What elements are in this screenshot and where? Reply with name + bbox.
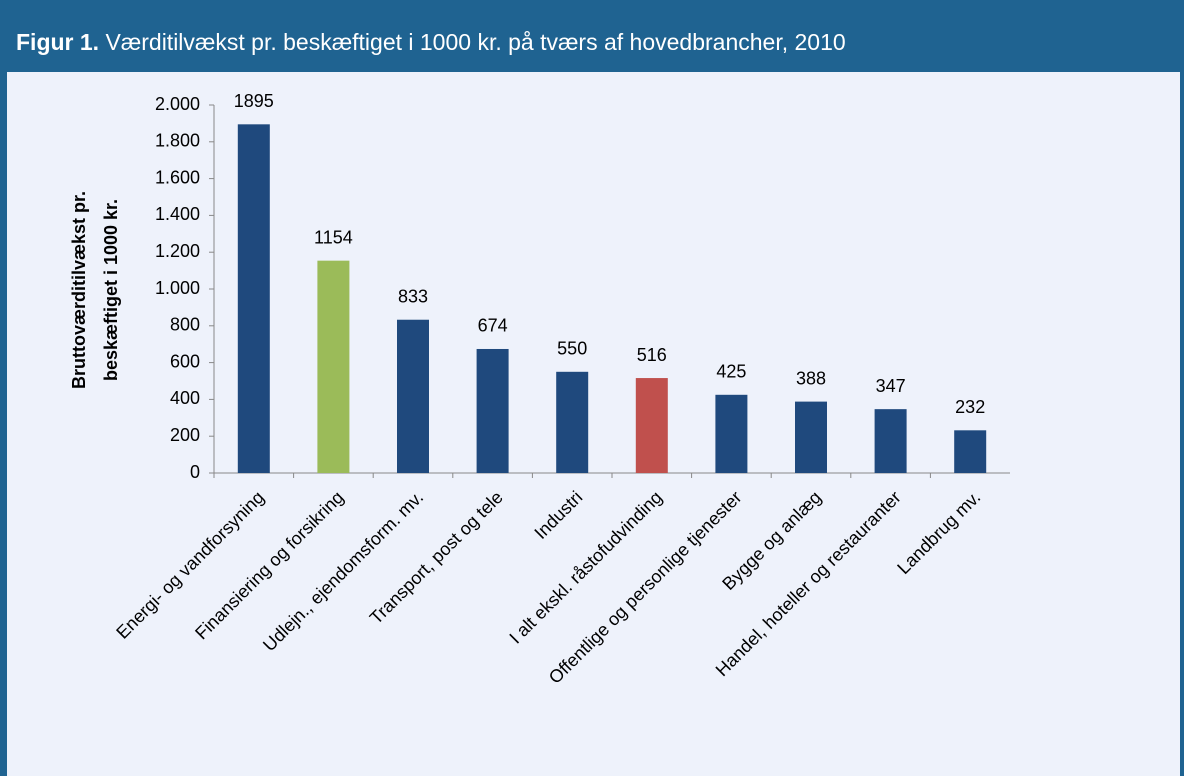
bar: [795, 401, 827, 473]
bar: [954, 430, 987, 473]
data-label: 674: [478, 316, 508, 336]
data-label: 347: [876, 376, 906, 396]
bar: [476, 348, 509, 473]
bar: [556, 371, 589, 473]
data-label: 232: [955, 397, 985, 417]
y-label-line: Bruttoværditilvækst pr.: [69, 191, 89, 389]
y-tick-label: 1.000: [155, 278, 200, 298]
bar: [237, 124, 270, 473]
bar: [397, 319, 429, 473]
bar: [874, 409, 907, 473]
chart-title: Figur 1. Værditilvækst pr. beskæftiget i…: [16, 29, 846, 55]
y-tick-label: 1.200: [155, 241, 200, 261]
y-tick-label: 800: [170, 315, 200, 335]
bar: [715, 394, 748, 473]
data-label: 550: [557, 339, 587, 359]
y-tick-label: 0: [190, 462, 200, 482]
data-label: 1895: [234, 91, 274, 111]
title-text: Værditilvækst pr. beskæftiget i 1000 kr.…: [105, 29, 845, 55]
y-tick-label: 1.600: [155, 167, 200, 187]
y-tick-label: 1.800: [155, 131, 200, 151]
y-tick-label: 1.400: [155, 204, 200, 224]
y-axis-label: Bruttoværditilvækst pr. beskæftiget i 10…: [69, 191, 121, 389]
data-label: 833: [398, 286, 428, 306]
panel: [7, 72, 1180, 776]
y-tick-label: 400: [170, 388, 200, 408]
data-label: 1154: [314, 227, 353, 247]
y-label-line: beskæftiget i 1000 kr.: [101, 199, 121, 381]
bar: [317, 260, 350, 473]
y-tick-label: 2.000: [155, 94, 200, 114]
data-label: 388: [796, 368, 826, 388]
figure-label: Figur 1.: [16, 29, 99, 55]
data-label: 516: [637, 345, 667, 365]
bar: [635, 378, 668, 473]
y-tick-label: 600: [170, 351, 200, 371]
y-tick-label: 200: [170, 425, 200, 445]
data-label: 425: [716, 362, 746, 382]
